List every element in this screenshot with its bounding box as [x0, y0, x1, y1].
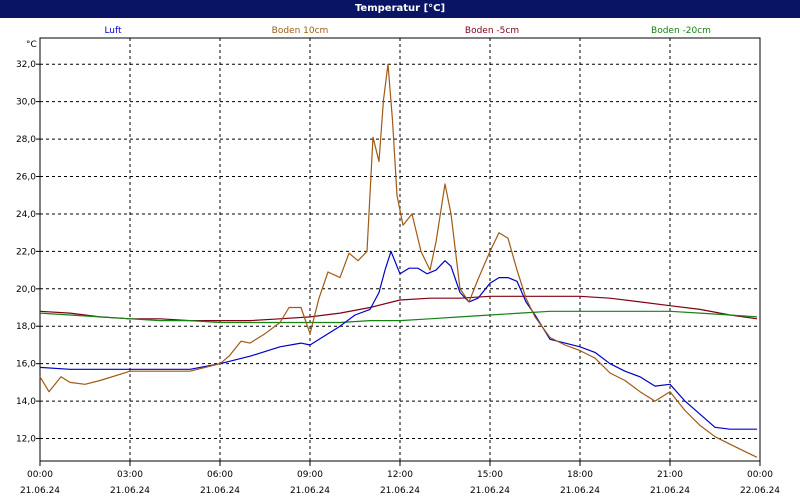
x-tick-date-label: 21.06.24 — [560, 486, 600, 496]
y-tick-label: 14,0 — [16, 397, 36, 407]
x-tick-date-label: 21.06.24 — [380, 486, 420, 496]
series-line-boden-20cm — [39, 310, 758, 324]
x-tick-date-label: 21.06.24 — [110, 486, 150, 496]
legend-entry: Boden -5cm — [465, 26, 519, 36]
x-tick-time-label: 03:00 — [117, 470, 143, 480]
legend-entry: Luft — [104, 26, 122, 36]
y-tick-label: 28,0 — [16, 135, 36, 145]
y-tick-label: 18,0 — [16, 322, 36, 332]
y-tick-label: 16,0 — [16, 360, 36, 370]
x-tick-time-label: 00:00 — [747, 470, 773, 480]
x-tick-time-label: 18:00 — [567, 470, 593, 480]
y-tick-label: 22,0 — [16, 247, 36, 257]
x-tick-time-label: 00:00 — [27, 470, 53, 480]
y-tick-label: 32,0 — [16, 60, 36, 70]
temperature-chart: Luft Boden 10cm Boden -5cm Boden -20cm °C 1… — [16, 26, 780, 496]
chart-title: Temperatur [°C] — [0, 0, 800, 18]
x-tick-time-label: 09:00 — [297, 470, 323, 480]
x-tick-date-label: 21.06.24 — [470, 486, 510, 496]
x-tick-date-label: 21.06.24 — [20, 486, 60, 496]
x-tick-date-label: 21.06.24 — [290, 486, 330, 496]
plot-area: 12,0 14,0 16,0 18,0 20,0 22,0 24,0 26,0 28,0 30,0… — [16, 37, 780, 496]
legend-entry: Boden -20cm — [651, 26, 711, 36]
x-tick-time-label: 15:00 — [477, 470, 503, 480]
x-tick-time-label: 21:00 — [657, 470, 683, 480]
x-tick-date-label: 21.06.24 — [650, 486, 690, 496]
series-line-luft — [39, 250, 757, 430]
y-tick-label: 24,0 — [16, 210, 36, 220]
y-tick-label: 26,0 — [16, 173, 36, 183]
y-axis-label: °C — [26, 40, 37, 50]
y-tick-label: 30,0 — [16, 98, 36, 108]
x-tick-time-label: 06:00 — [207, 470, 233, 480]
x-tick-time-label: 12:00 — [387, 470, 413, 480]
y-tick-label: 12,0 — [16, 435, 36, 445]
y-tick-label: 20,0 — [16, 285, 36, 295]
series-line-boden-10cm — [39, 63, 758, 458]
x-tick-date-label: 21.06.24 — [200, 486, 240, 496]
legend: Luft Boden 10cm Boden -5cm Boden -20cm — [104, 26, 711, 36]
x-tick-date-label: 22.06.24 — [740, 486, 780, 496]
series-line-boden-5cm — [39, 295, 758, 322]
legend-entry: Boden 10cm — [272, 26, 329, 36]
